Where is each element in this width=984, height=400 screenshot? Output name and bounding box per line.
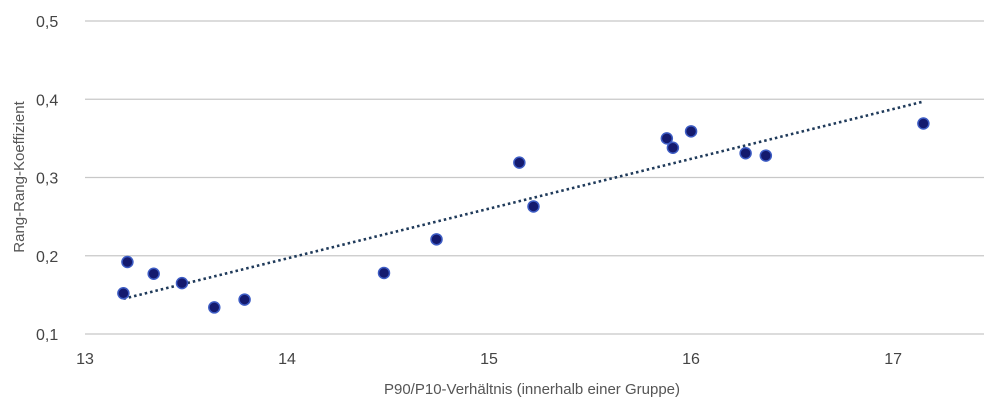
data-point (121, 255, 134, 269)
data-point (147, 267, 160, 280)
data-points (117, 117, 930, 314)
data-point (660, 132, 674, 145)
data-point (666, 141, 680, 155)
data-point (513, 156, 526, 169)
data-point (208, 301, 221, 314)
data-point (238, 293, 251, 306)
x-tick-label: 13 (76, 351, 94, 368)
trendline (123, 100, 924, 301)
y-tick-label: 0,2 (36, 249, 58, 266)
data-point (175, 276, 189, 290)
x-tick-label: 15 (480, 351, 498, 368)
data-point (430, 233, 443, 246)
y-tick-label: 0,3 (36, 171, 58, 188)
y-axis-ticks: 0,1 0,2 0,3 0,4 0,5 (36, 14, 58, 344)
grid-lines (85, 20, 984, 335)
x-axis-title: P90/P10-Verhältnis (innerhalb einer Grup… (384, 381, 680, 398)
x-tick-label: 16 (682, 351, 700, 368)
x-axis-ticks: 13 14 15 16 17 (76, 351, 902, 368)
data-point (759, 149, 773, 162)
y-axis-title: Rang-Rang-Koeffizient (11, 100, 28, 252)
y-tick-label: 0,5 (36, 14, 58, 31)
data-point (377, 266, 391, 280)
x-tick-label: 17 (884, 351, 902, 368)
data-point (917, 117, 930, 130)
y-tick-label: 0,1 (36, 327, 58, 344)
x-tick-label: 14 (278, 351, 296, 368)
data-point (739, 146, 752, 160)
data-point (117, 287, 130, 300)
y-tick-label: 0,4 (36, 92, 58, 109)
trendline-layer (123, 100, 924, 301)
data-point (527, 200, 540, 213)
data-point (684, 125, 698, 138)
